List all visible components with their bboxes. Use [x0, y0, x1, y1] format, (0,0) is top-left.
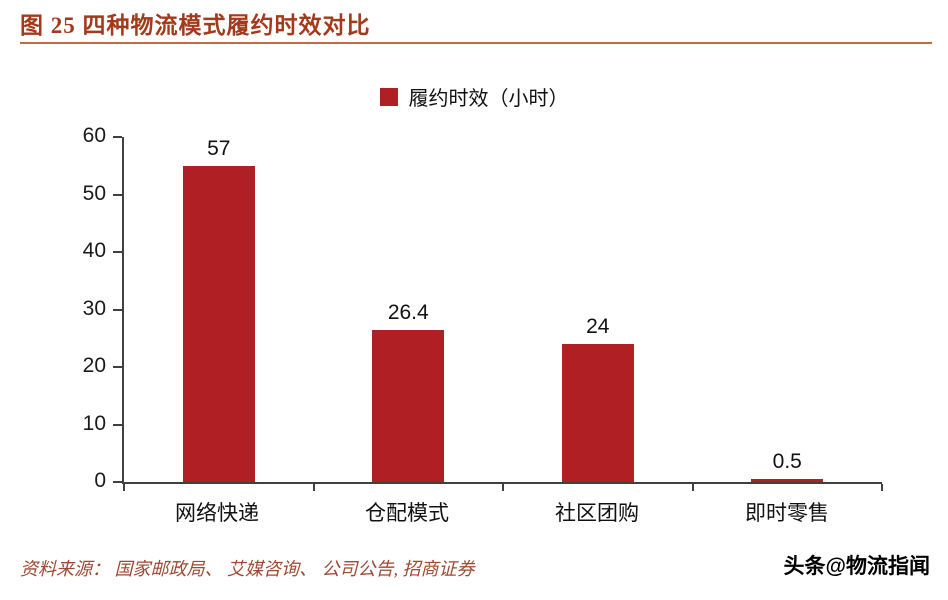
legend-label: 履约时效（小时）: [408, 88, 569, 110]
bar-series: 57 26.4 24 0.5: [124, 137, 882, 482]
source-note: 资料来源： 国家邮政局、 艾媒咨询、 公司公告, 招商证券: [20, 559, 475, 579]
bar-value-label: 26.4: [387, 301, 429, 325]
bar: [182, 166, 255, 482]
x-axis-tick: [691, 484, 694, 491]
legend-swatch: [379, 87, 398, 106]
figure-title: 图 25 四种物流模式履约时效对比: [20, 13, 371, 38]
bar-group-1: 57: [124, 137, 314, 482]
x-axis-tick: [123, 484, 125, 491]
y-tick-mark: [113, 308, 122, 311]
x-axis-tick: [881, 484, 883, 491]
x-axis-tick: [502, 484, 504, 491]
y-tick-label: 10: [82, 411, 106, 435]
y-tick-label: 40: [82, 239, 106, 262]
x-category-label: 社区团购: [555, 502, 639, 525]
x-axis-tick: [312, 484, 315, 491]
bar-group-2: 26.4: [314, 137, 504, 482]
y-tick-mark: [113, 481, 122, 483]
bar-group-4: 0.5: [693, 137, 883, 482]
bar-value-label: 0.5: [772, 450, 802, 474]
y-tick-mark: [113, 366, 122, 368]
title-divider: [20, 42, 932, 44]
bar-value-label: 24: [586, 315, 610, 338]
bar: [751, 479, 824, 482]
bar-group-3: 24: [503, 137, 693, 482]
x-category-label: 仓配模式: [365, 502, 449, 525]
y-axis: 0 10 20 30 40 50 60: [83, 124, 882, 492]
bar: [372, 330, 445, 482]
y-tick-label: 0: [94, 469, 106, 492]
y-tick-label: 50: [82, 181, 106, 205]
bar-value-label: 57: [207, 137, 231, 160]
bar-chart-plot-area: 0 10 20 30 40 50 60 57 26.4 24 0.5: [83, 124, 883, 492]
y-tick-mark: [113, 136, 122, 138]
y-tick-label: 30: [82, 296, 106, 320]
bar: [561, 344, 634, 482]
y-tick-mark: [113, 193, 122, 196]
y-tick-label: 20: [82, 354, 106, 377]
y-tick-mark: [113, 423, 122, 426]
chart-legend: 履约时效（小时）: [0, 82, 948, 111]
x-axis-category-labels: 网络快递 仓配模式 社区团购 即时零售: [122, 497, 882, 527]
y-tick-mark: [113, 251, 122, 253]
watermark: 头条@物流指闻: [783, 555, 930, 578]
y-tick-label: 60: [82, 124, 106, 147]
x-category-label: 即时零售: [745, 502, 829, 525]
x-category-label: 网络快递: [175, 502, 259, 525]
